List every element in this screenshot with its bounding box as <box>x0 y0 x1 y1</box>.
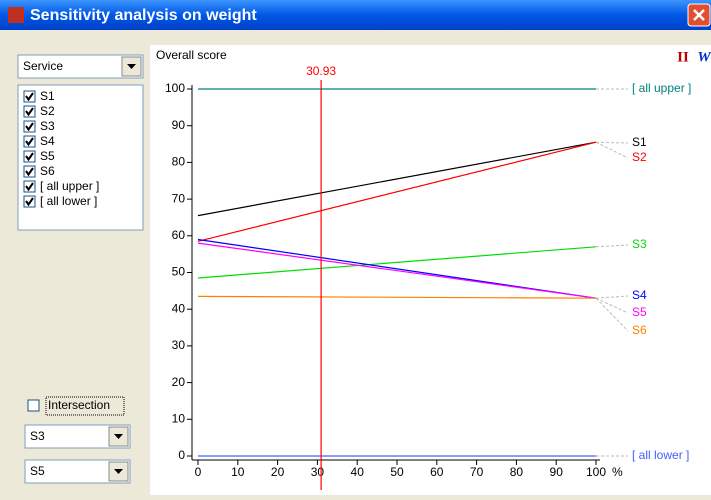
x-tick-label: 70 <box>470 465 484 479</box>
item-label: S1 <box>40 89 55 103</box>
toolbar-button[interactable]: II <box>677 49 689 65</box>
item-label: S5 <box>40 149 55 163</box>
x-tick-label: 90 <box>550 465 564 479</box>
x-tick-label: 30 <box>311 465 325 479</box>
x-tick-label: 0 <box>195 465 202 479</box>
y-tick-label: 0 <box>178 448 185 462</box>
y-tick-label: 80 <box>172 155 186 169</box>
marker-label: 30.93 <box>306 64 336 78</box>
intersection-label: Intersection <box>48 398 110 412</box>
y-tick-label: 70 <box>172 191 186 205</box>
item-label: S6 <box>40 164 55 178</box>
item-label: S3 <box>40 119 55 133</box>
y-axis-title: Overall score <box>156 48 227 62</box>
series-label: S6 <box>632 323 647 337</box>
intersection-checkbox[interactable] <box>28 400 39 411</box>
pair-value: S5 <box>30 464 45 478</box>
chart-area <box>150 45 711 495</box>
x-tick-label: 20 <box>271 465 285 479</box>
item-label: [ all upper ] <box>40 179 99 193</box>
item-label: S2 <box>40 104 55 118</box>
x-tick-label: 60 <box>430 465 444 479</box>
y-tick-label: 40 <box>172 301 186 315</box>
check-list <box>18 85 143 230</box>
y-tick-label: 50 <box>172 265 186 279</box>
y-tick-label: 10 <box>172 411 186 425</box>
y-tick-label: 60 <box>172 228 186 242</box>
selector-value: Service <box>23 59 63 73</box>
series-label: [ all upper ] <box>632 81 691 95</box>
y-tick-label: 100 <box>165 81 185 95</box>
series-label: S1 <box>632 135 647 149</box>
series-label: S3 <box>632 237 647 251</box>
pair-value: S3 <box>30 429 45 443</box>
app-icon <box>8 7 24 23</box>
series-label: S5 <box>632 305 647 319</box>
series-label: S4 <box>632 288 647 302</box>
item-label: S4 <box>40 134 55 148</box>
series-label: [ all lower ] <box>632 448 689 462</box>
x-unit: % <box>612 465 623 479</box>
window: Sensitivity analysis on weight Service S… <box>0 0 711 495</box>
x-tick-label: 40 <box>351 465 365 479</box>
item-label: [ all lower ] <box>40 194 97 208</box>
y-tick-label: 90 <box>172 118 186 132</box>
x-tick-label: 100 <box>586 465 606 479</box>
series-label: S2 <box>632 150 647 164</box>
y-tick-label: 30 <box>172 338 186 352</box>
window-title: Sensitivity analysis on weight <box>30 7 257 24</box>
x-tick-label: 10 <box>231 465 245 479</box>
toolbar-button[interactable]: W <box>697 49 711 65</box>
x-tick-label: 50 <box>390 465 404 479</box>
y-tick-label: 20 <box>172 375 186 389</box>
x-tick-label: 80 <box>510 465 524 479</box>
